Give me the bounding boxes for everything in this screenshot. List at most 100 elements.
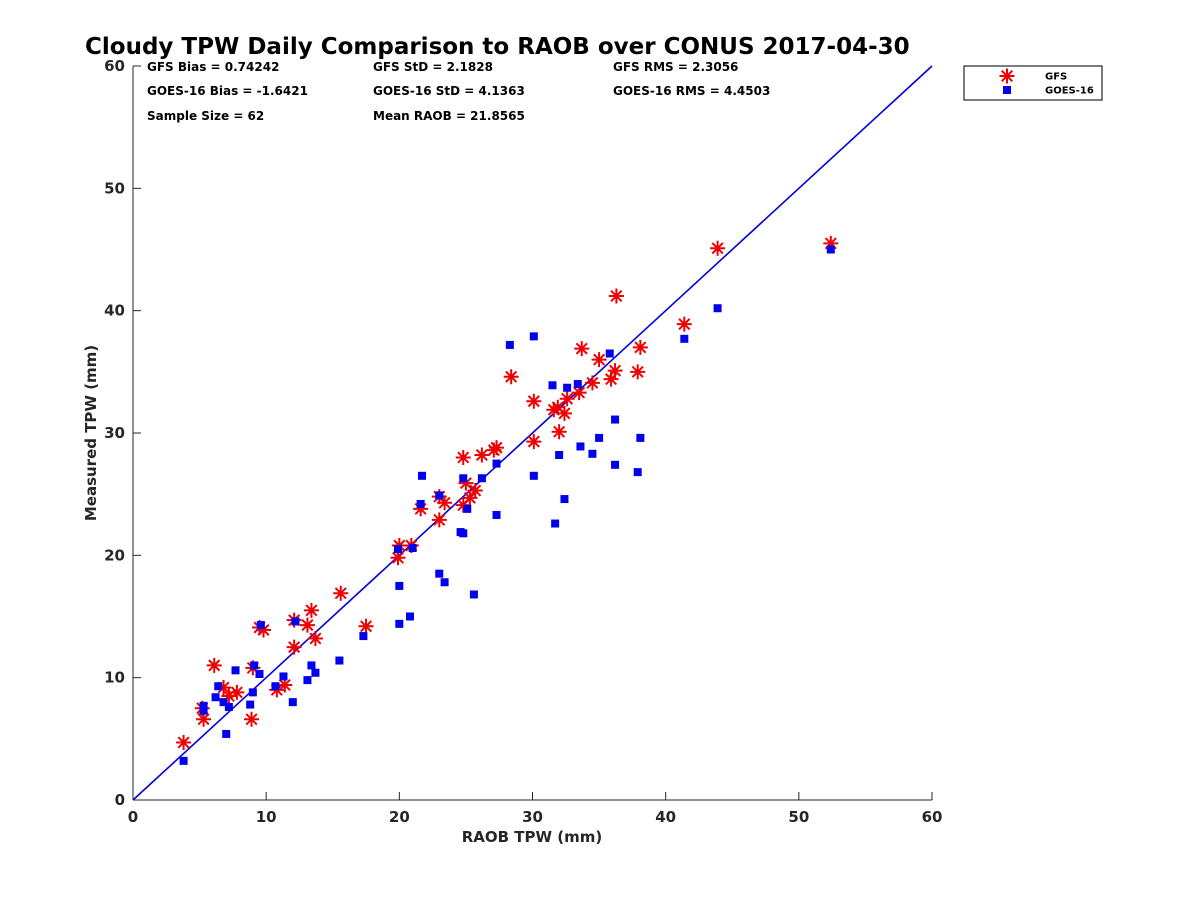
y-tick-label: 10 xyxy=(104,669,125,687)
gfs-point xyxy=(550,399,566,415)
goes-16-point xyxy=(246,700,255,709)
goes-16-point xyxy=(416,499,425,508)
gfs-point xyxy=(608,288,624,304)
goes-16-point xyxy=(214,682,223,691)
goes-16-point xyxy=(395,619,404,628)
legend-goes-16-label: GOES-16 xyxy=(1045,86,1094,97)
goes-16-point xyxy=(359,632,368,641)
goes-16-point xyxy=(417,471,426,480)
gfs-point xyxy=(358,618,374,634)
gfs-point xyxy=(559,391,575,407)
goes-16-point xyxy=(505,340,514,349)
gfs-point xyxy=(823,235,839,251)
gfs-point xyxy=(474,447,490,463)
goes-16-point xyxy=(529,471,538,480)
goes-16-point xyxy=(469,590,478,599)
goes-16-point xyxy=(548,381,557,390)
goes-16-point xyxy=(435,569,444,578)
one-to-one-line xyxy=(132,65,933,801)
gfs-point xyxy=(462,490,478,506)
data-points-layer xyxy=(176,235,839,765)
x-tick-label: 10 xyxy=(256,808,277,826)
legend-goes-16-marker xyxy=(1003,86,1011,94)
y-tick-label: 60 xyxy=(104,57,125,75)
goes-16-point xyxy=(231,666,240,675)
goes-16-point xyxy=(492,459,501,468)
goes-16-point xyxy=(179,756,188,765)
goes-16-point xyxy=(560,495,569,504)
gfs-point xyxy=(632,339,648,355)
goes-16-point xyxy=(255,669,264,678)
gfs-point xyxy=(299,617,315,633)
goes-16-point xyxy=(303,676,312,685)
goes-16-point xyxy=(576,442,585,451)
stat-annotation: GFS RMS = 2.3056 xyxy=(613,60,738,74)
y-tick-label: 40 xyxy=(104,302,125,320)
legend: GFS GOES-16 xyxy=(963,65,1103,101)
goes-16-point xyxy=(335,656,344,665)
gfs-point xyxy=(574,341,590,357)
goes-16-point xyxy=(248,688,257,697)
goes-16-point xyxy=(588,449,597,458)
goes-16-point xyxy=(211,693,220,702)
goes-16-point xyxy=(440,578,449,587)
goes-16-point xyxy=(250,661,259,670)
gfs-point xyxy=(591,352,607,368)
goes-16-point xyxy=(459,529,468,538)
goes-16-point xyxy=(463,504,472,513)
gfs-point xyxy=(256,622,272,638)
gfs-point xyxy=(584,375,600,391)
gfs-point xyxy=(571,385,587,401)
stat-annotation: GOES-16 RMS = 4.4503 xyxy=(613,84,770,98)
goes-16-point xyxy=(311,668,320,677)
legend-gfs-marker xyxy=(999,68,1015,84)
gfs-point xyxy=(303,602,319,618)
gfs-point xyxy=(710,240,726,256)
stat-annotation: Mean RAOB = 21.8565 xyxy=(373,109,525,123)
x-tick-label: 20 xyxy=(389,808,410,826)
goes-16-point xyxy=(477,474,486,483)
gfs-point xyxy=(277,677,293,693)
chart-title: Cloudy TPW Daily Comparison to RAOB over… xyxy=(85,34,910,60)
gfs-point xyxy=(607,363,623,379)
goes-16-point xyxy=(435,491,444,500)
gfs-point xyxy=(431,512,447,528)
goes-16-point xyxy=(459,474,468,483)
gfs-point xyxy=(307,631,323,647)
gfs-point xyxy=(221,688,237,704)
legend-gfs-label: GFS xyxy=(1045,72,1067,83)
goes-16-point xyxy=(595,433,604,442)
gfs-point xyxy=(546,402,562,418)
goes-16-point xyxy=(605,349,614,358)
gfs-point xyxy=(467,482,483,498)
goes-16-point xyxy=(529,332,538,341)
goes-16-point xyxy=(224,703,233,712)
gfs-point xyxy=(216,679,232,695)
goes-16-point xyxy=(633,468,642,477)
x-tick-label: 40 xyxy=(655,808,676,826)
stat-annotation: GFS Bias = 0.74242 xyxy=(147,60,279,74)
goes-16-point xyxy=(551,519,560,528)
stat-annotation: GFS StD = 2.1828 xyxy=(373,60,493,74)
reference-line-layer xyxy=(132,65,933,801)
goes-16-point xyxy=(826,245,835,254)
goes-16-point xyxy=(680,334,689,343)
tick-layer: 0 10 20 30 40 50 60 0 10 20 30 40 50 60 xyxy=(104,57,942,826)
gfs-point xyxy=(551,424,567,440)
gfs-point xyxy=(603,371,619,387)
stat-annotation: GOES-16 StD = 4.1363 xyxy=(373,84,525,98)
goes-16-point xyxy=(563,383,572,392)
gfs-point xyxy=(489,440,505,456)
goes-16-point xyxy=(222,729,231,738)
goes-16-point xyxy=(307,661,316,670)
goes-16-point xyxy=(199,701,208,710)
goes-16-point xyxy=(611,460,620,469)
gfs-point xyxy=(176,735,192,751)
gfs-point xyxy=(333,585,349,601)
y-tick-label: 30 xyxy=(104,424,125,442)
y-tick-label: 20 xyxy=(104,546,125,564)
goes-16-point xyxy=(256,621,265,630)
gfs-point xyxy=(455,449,471,465)
gfs-point xyxy=(676,316,692,332)
goes-16-point xyxy=(395,581,404,590)
